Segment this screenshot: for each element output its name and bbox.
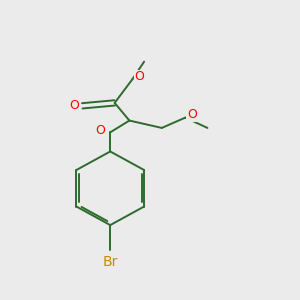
Text: O: O <box>187 108 197 121</box>
Text: Br: Br <box>103 254 118 268</box>
Text: O: O <box>135 70 145 83</box>
Text: O: O <box>95 124 105 137</box>
Text: O: O <box>70 99 79 112</box>
